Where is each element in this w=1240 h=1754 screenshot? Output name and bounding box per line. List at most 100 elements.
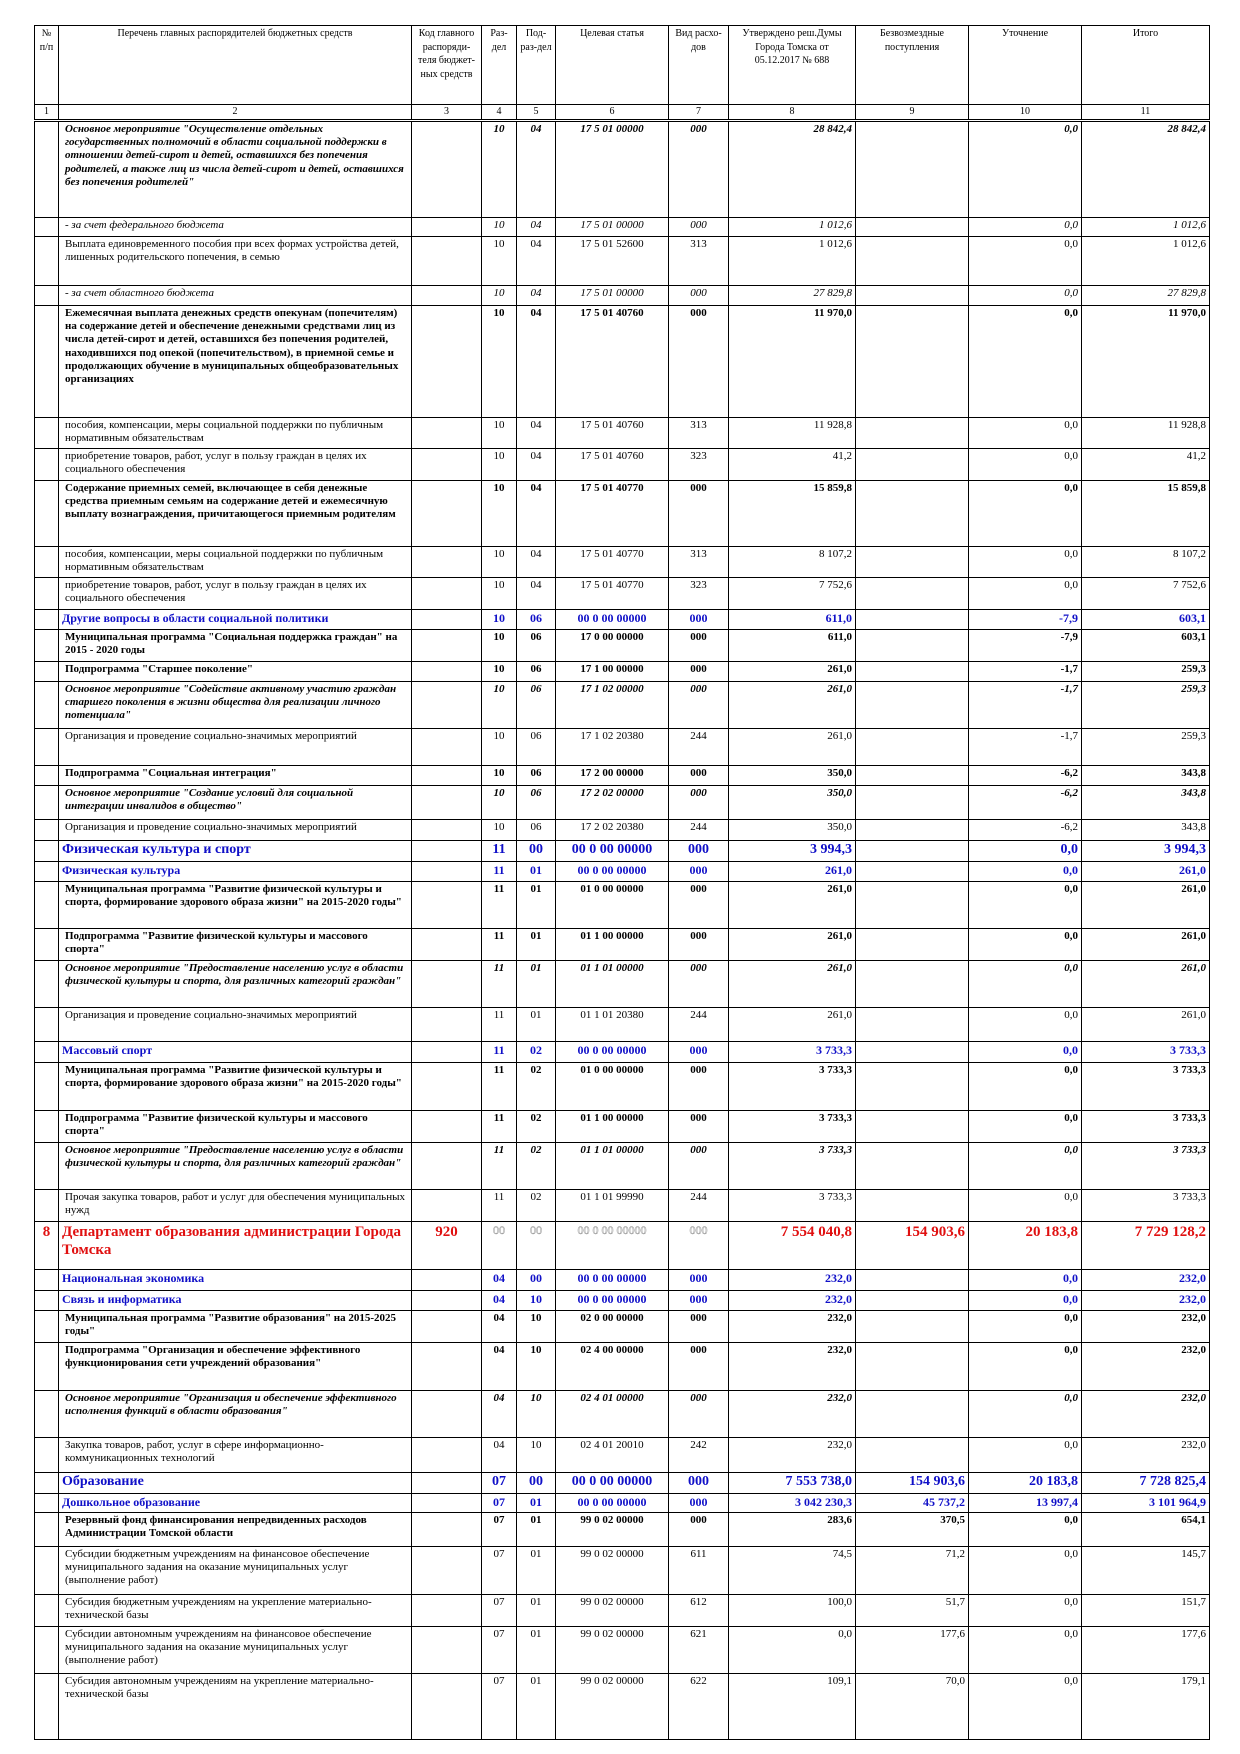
target-article: 01 1 01 99990	[555, 1189, 669, 1222]
empty-cell	[34, 1189, 59, 1222]
empty-cell	[411, 861, 482, 882]
target-article: 17 5 01 40760	[555, 448, 669, 481]
total: 603,1	[1081, 629, 1210, 662]
table-row: Дошкольное образование 07 01 00 0 00 00000 0…	[34, 1493, 1210, 1513]
target-article: 17 5 01 00000	[555, 285, 669, 306]
empty-cell	[34, 728, 59, 766]
column-number: 4	[481, 104, 517, 122]
section: 11	[481, 840, 517, 862]
empty-cell	[855, 1189, 969, 1222]
empty-cell	[411, 1472, 482, 1494]
adjustment: 0,0	[968, 1546, 1082, 1595]
target-article: 01 0 00 00000	[555, 1062, 669, 1111]
empty-cell	[411, 819, 482, 841]
item-name: Массовый спорт	[58, 1041, 412, 1063]
adjustment: 0,0	[968, 1512, 1082, 1547]
adjustment: 0,0	[968, 1594, 1082, 1627]
section: 04	[481, 1342, 517, 1391]
expense-type: 000	[668, 1062, 729, 1111]
section: 04	[481, 1390, 517, 1438]
approved: 232,0	[728, 1342, 856, 1391]
expense-type: 244	[668, 1007, 729, 1042]
table-row: Основное мероприятие "Осуществление отде…	[34, 120, 1210, 218]
empty-cell	[411, 765, 482, 786]
section: 07	[481, 1594, 517, 1627]
empty-cell	[411, 1310, 482, 1343]
subsection: 10	[516, 1310, 556, 1343]
subsection: 01	[516, 1546, 556, 1595]
empty-cell	[855, 609, 969, 630]
empty-cell	[411, 1041, 482, 1063]
expense-type: 611	[668, 1546, 729, 1595]
target-article: 01 0 00 00000	[555, 881, 669, 929]
approved: 27 829,8	[728, 285, 856, 306]
item-name: Департамент образования администрации Го…	[58, 1221, 412, 1270]
section: 10	[481, 417, 517, 449]
empty-cell	[855, 1342, 969, 1391]
expense-type: 000	[668, 285, 729, 306]
column-number: 8	[728, 104, 856, 122]
gratuitous-receipts: 71,2	[855, 1546, 969, 1595]
total: 261,0	[1081, 861, 1210, 882]
section: 10	[481, 285, 517, 306]
empty-cell	[34, 480, 59, 547]
target-article: 02 4 01 00000	[555, 1390, 669, 1438]
target-article: 17 5 01 40770	[555, 480, 669, 547]
empty-cell	[855, 1062, 969, 1111]
expense-type: 000	[668, 928, 729, 961]
column-number: 10	[968, 104, 1082, 122]
item-name: Ежемесячная выплата денежных средств опе…	[58, 305, 412, 418]
empty-cell	[34, 928, 59, 961]
approved: 350,0	[728, 819, 856, 841]
subsection: 01	[516, 861, 556, 882]
column-number: 3	[411, 104, 482, 122]
section: 11	[481, 861, 517, 882]
subsection: 04	[516, 305, 556, 418]
expense-type: 000	[668, 609, 729, 630]
table-row: - за счет областного бюджета 10 04 17 5 01 …	[34, 285, 1210, 306]
empty-cell	[855, 819, 969, 841]
total: 232,0	[1081, 1390, 1210, 1438]
expense-type: 000	[668, 1390, 729, 1438]
target-article: 00 0 00 00000	[555, 1493, 669, 1513]
item-name: пособия, компенсации, меры социальной по…	[58, 417, 412, 449]
approved: 261,0	[728, 928, 856, 961]
section: 10	[481, 577, 517, 610]
empty-cell	[411, 840, 482, 862]
total: 15 859,8	[1081, 480, 1210, 547]
empty-cell	[855, 629, 969, 662]
adjustment: 0,0	[968, 1342, 1082, 1391]
item-name: - за счет областного бюджета	[58, 285, 412, 306]
section: 11	[481, 1041, 517, 1063]
column-header: Уточнение	[968, 25, 1082, 105]
column-header: Вид расхо-дов	[668, 25, 729, 105]
approved: 261,0	[728, 861, 856, 882]
subsection: 00	[516, 1221, 556, 1270]
adjustment: 0,0	[968, 1269, 1082, 1291]
column-number-row: 1 2 3 4 5 6 7 8 9 10 11	[34, 104, 1210, 122]
subsection: 00	[516, 1269, 556, 1291]
target-article: 00 0 00 00000	[555, 609, 669, 630]
section: 11	[481, 1007, 517, 1042]
empty-cell	[855, 577, 969, 610]
target-article: 01 1 01 00000	[555, 960, 669, 1008]
target-article: 17 2 02 00000	[555, 785, 669, 820]
empty-cell	[411, 417, 482, 449]
table-row: Национальная экономика 04 00 00 0 00 00000 0…	[34, 1269, 1210, 1291]
subsection: 01	[516, 928, 556, 961]
row-number: 8	[34, 1221, 59, 1270]
total: 7 728 825,4	[1081, 1472, 1210, 1494]
section: 11	[481, 1062, 517, 1111]
target-article: 00 0 00 00000	[555, 1221, 669, 1270]
item-name: Муниципальная программа "Развитие образо…	[58, 1310, 412, 1343]
approved: 611,0	[728, 609, 856, 630]
table-row: Субсидия бюджетным учреждениям на укрепл…	[34, 1594, 1210, 1627]
adjustment: 20 183,8	[968, 1221, 1082, 1270]
adjustment: 0,0	[968, 217, 1082, 237]
table-row: приобретение товаров, работ, услуг в пол…	[34, 577, 1210, 610]
section: 10	[481, 765, 517, 786]
table-row: Физическая культура 11 01 00 0 00 00000 000 2…	[34, 861, 1210, 882]
item-name: Закупка товаров, работ, услуг в сфере ин…	[58, 1437, 412, 1473]
empty-cell	[34, 661, 59, 682]
adjustment: -7,9	[968, 609, 1082, 630]
